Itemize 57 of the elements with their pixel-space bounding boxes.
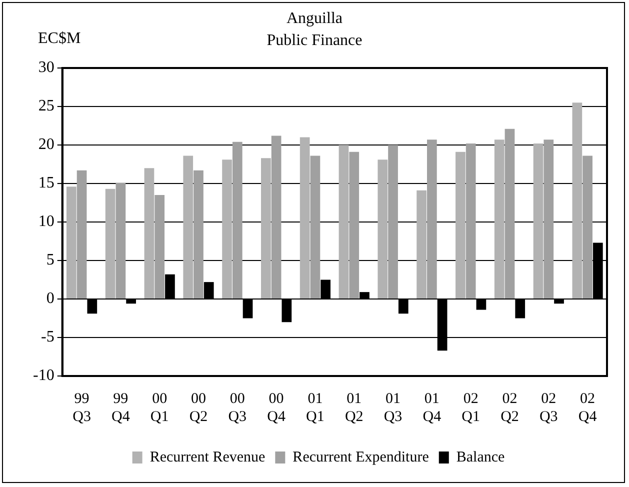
bar	[504, 128, 515, 298]
x-tick-label: 01 Q3	[384, 390, 402, 425]
bar	[222, 160, 232, 298]
bar	[533, 143, 544, 298]
y-tick-label: -10	[33, 367, 54, 384]
x-tick-label: 00 Q3	[228, 390, 247, 425]
x-tick-label: 02 Q1	[462, 390, 480, 425]
legend-label: Recurrent Expenditure	[292, 449, 430, 466]
bar	[427, 140, 437, 298]
y-tick-label: 30	[38, 59, 54, 76]
bar	[261, 158, 271, 298]
x-tick-label: 02 Q3	[539, 390, 558, 425]
x-tick-label: 99 Q4	[112, 390, 130, 425]
x-tick-label: 02 Q4	[578, 390, 598, 425]
bar	[378, 160, 388, 298]
bar	[76, 170, 87, 298]
y-tick-label: -5	[41, 328, 54, 346]
bar	[300, 137, 310, 298]
bar	[416, 190, 426, 298]
x-tick-label: 00 Q1	[150, 390, 169, 425]
y-axis-title: EC$M	[38, 30, 81, 48]
bar	[572, 102, 582, 298]
x-tick-label: 01 Q1	[306, 390, 324, 425]
bar	[456, 152, 466, 298]
y-tick-label: 10	[38, 213, 54, 230]
bar	[183, 156, 194, 298]
bar	[105, 188, 116, 298]
chart-subtitle: Public Finance	[266, 32, 362, 49]
x-tick-label: 00 Q4	[267, 390, 286, 425]
bar	[582, 156, 592, 298]
bar	[144, 168, 154, 298]
x-tick-label: 02 Q2	[500, 390, 519, 425]
bar	[271, 136, 282, 298]
y-tick-label: 15	[38, 174, 54, 192]
bar	[388, 145, 398, 298]
y-tick-label: 25	[38, 98, 54, 115]
x-tick-label: 01 Q2	[344, 390, 364, 425]
bar	[310, 156, 320, 298]
y-tick-label: 20	[38, 136, 54, 154]
bar	[66, 186, 76, 298]
x-tick-label: 00 Q2	[189, 390, 208, 425]
bar	[494, 140, 504, 298]
bar	[116, 182, 126, 298]
bar	[338, 145, 349, 298]
bar	[194, 170, 204, 298]
y-tick-label: 0	[46, 290, 54, 308]
y-tick-label: 5	[46, 252, 54, 269]
bar	[466, 143, 476, 298]
legend-label: Balance	[456, 449, 506, 466]
bar	[349, 152, 360, 298]
x-tick-label: 01 Q4	[422, 390, 442, 425]
x-tick-label: 99 Q3	[72, 390, 91, 425]
legend-label: Recurrent Revenue	[150, 449, 266, 466]
bar	[544, 140, 554, 298]
chart-title: Anguilla	[286, 9, 344, 29]
bar	[232, 142, 242, 298]
bar	[154, 195, 165, 298]
